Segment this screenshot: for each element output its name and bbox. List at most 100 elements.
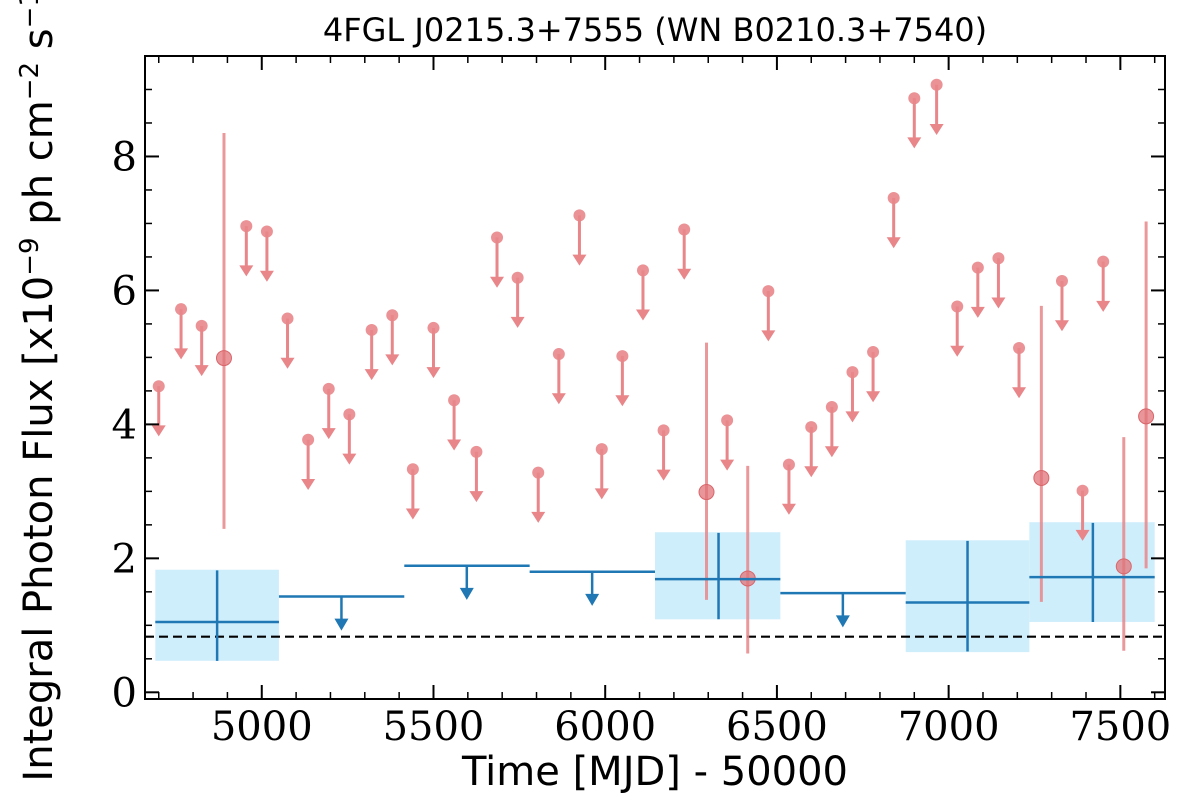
short-bin-ul-point xyxy=(552,348,565,361)
short-bin-ul-point xyxy=(867,346,880,359)
short-bin-ul-arrowhead xyxy=(426,367,441,379)
short-bin-ul-point xyxy=(281,312,294,325)
short-bin-ul-point xyxy=(195,319,208,332)
short-bin-ul-arrowhead xyxy=(469,491,484,503)
short-bin-ul-point xyxy=(930,78,943,91)
short-bin-ul-arrowhead xyxy=(656,469,671,481)
x-tick-label: 7000 xyxy=(898,704,1000,750)
short-bin-ul-arrowhead xyxy=(635,309,650,321)
short-bin-ul-arrowhead xyxy=(761,330,776,342)
short-bin-ul-arrowhead xyxy=(950,345,965,357)
short-bin-ul-arrowhead xyxy=(781,503,796,515)
short-bin-ul-point xyxy=(386,309,399,322)
short-bin-ul-arrowhead xyxy=(572,254,587,266)
short-bin-point xyxy=(698,484,715,501)
long-bin-ul-arrowhead xyxy=(585,593,600,606)
short-bin-ul-arrowhead xyxy=(280,357,295,369)
short-bin-ul-arrowhead xyxy=(194,365,209,377)
short-bin-ul-point xyxy=(175,303,188,316)
short-bin-ul-point xyxy=(825,400,838,413)
short-bin-ul-point xyxy=(595,443,608,456)
x-tick-label: 6500 xyxy=(726,704,828,750)
short-bin-ul-arrowhead xyxy=(321,428,336,440)
short-bin-ul-point xyxy=(448,394,461,407)
short-bin-ul-arrowhead xyxy=(991,297,1006,309)
short-bin-ul-arrowhead xyxy=(551,393,566,405)
y-axis-label-units: ph cm xyxy=(16,100,62,237)
x-tick-label: 7500 xyxy=(1069,704,1171,750)
short-bin-ul-point xyxy=(721,414,734,427)
y-tick-label: 0 xyxy=(112,670,137,716)
chart-title: 4FGL J0215.3+7555 (WN B0210.3+7540) xyxy=(323,11,987,49)
short-bin-ul-point xyxy=(1076,484,1089,497)
short-bin-ul-arrowhead xyxy=(259,270,274,282)
short-bin-ul-arrowhead xyxy=(804,466,819,478)
y-axis-label-tail-exp: −1 xyxy=(15,0,45,28)
short-bin-ul-point xyxy=(427,321,440,334)
short-bin-ul-point xyxy=(782,458,795,471)
short-bin-ul-arrowhead xyxy=(151,425,166,437)
short-bin-ul-arrowhead xyxy=(342,453,357,465)
short-bin-ul-point xyxy=(406,463,419,476)
short-bin-ul-point xyxy=(908,92,921,105)
short-bin-point xyxy=(1115,558,1132,575)
short-bin-ul-arrowhead xyxy=(1075,529,1090,541)
plot-area xyxy=(145,78,1165,661)
short-bin-ul-arrowhead xyxy=(490,276,505,288)
x-axis-label: Time [MJD] - 50000 xyxy=(461,749,848,795)
short-bin-ul-arrowhead xyxy=(510,316,525,328)
short-bin-ul-point xyxy=(1013,342,1026,355)
y-axis-label-main: Integral Photon Flux [x10 xyxy=(16,276,62,782)
short-bin-ul-point xyxy=(511,271,524,284)
short-bin-ul-arrowhead xyxy=(174,348,189,360)
short-bin-ul-arrowhead xyxy=(531,511,546,523)
x-tick-label: 5000 xyxy=(211,704,313,750)
short-bin-ul-point xyxy=(343,408,356,421)
long-bin-ul-arrowhead xyxy=(835,615,850,628)
short-bin-ul-arrowhead xyxy=(447,439,462,451)
short-bin-ul-arrowhead xyxy=(677,268,692,280)
short-bin-ul-arrowhead xyxy=(929,124,944,136)
short-bin-ul-point xyxy=(887,191,900,204)
short-bin-point xyxy=(1033,469,1050,486)
short-bin-ul-arrowhead xyxy=(405,508,420,520)
short-bin-ul-arrowhead xyxy=(1096,300,1111,312)
short-bin-ul-point xyxy=(805,421,818,434)
y-axis-label: Integral Photon Flux [x10−9 ph cm−2 s−1] xyxy=(15,0,62,782)
short-bin-ul-arrowhead xyxy=(615,395,630,407)
x-tick-label: 6000 xyxy=(554,704,656,750)
short-bin-ul-point xyxy=(491,231,504,244)
short-bin-ul-arrowhead xyxy=(1012,387,1027,399)
short-bin-ul-arrowhead xyxy=(594,488,609,500)
short-bin-ul-arrowhead xyxy=(970,306,985,318)
short-bin-point xyxy=(215,350,232,367)
short-bin-ul-point xyxy=(951,300,964,313)
short-bin-ul-point xyxy=(240,220,253,233)
y-axis-label-units-exp: −2 xyxy=(15,62,45,100)
y-tick-label: 6 xyxy=(112,268,137,314)
short-bin-ul-point xyxy=(302,433,315,446)
long-bin-ul-arrowhead xyxy=(459,587,474,600)
short-bin-ul-arrowhead xyxy=(886,237,901,249)
short-bin-ul-arrowhead xyxy=(239,265,254,277)
short-bin-ul-arrowhead xyxy=(385,354,400,366)
short-bin-ul-point xyxy=(260,225,273,238)
y-axis-label-tail: s xyxy=(16,28,62,62)
x-tick-label: 5500 xyxy=(383,704,485,750)
axis-ticks: 5000 5500 6000 6500 7000 7500 0 2 4 6 8 xyxy=(112,55,1171,750)
short-bin-ul-arrowhead xyxy=(364,369,379,381)
short-bin-ul-point xyxy=(636,264,649,277)
short-bin-ul-point xyxy=(1055,275,1068,288)
short-bin-ul-point xyxy=(322,382,335,395)
plot-frame xyxy=(144,55,1166,700)
short-bin-ul-point xyxy=(846,366,859,379)
short-bin-ul-arrowhead xyxy=(720,459,735,471)
short-bin-ul-point xyxy=(992,252,1005,265)
y-tick-label: 4 xyxy=(112,402,137,448)
short-bin-ul-point xyxy=(971,261,984,274)
short-bin-ul-point xyxy=(678,223,691,236)
short-bin-ul-arrowhead xyxy=(845,411,860,423)
short-bin-ul-point xyxy=(152,380,165,393)
short-bin-ul-arrowhead xyxy=(1054,320,1069,332)
